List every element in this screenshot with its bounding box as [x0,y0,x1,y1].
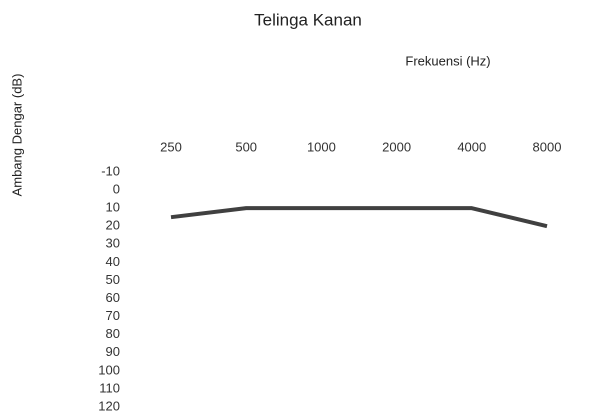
x-tick-label: 1000 [307,139,336,154]
y-tick-label: 10 [106,200,120,215]
y-tick-label: 110 [99,380,120,395]
y-tick-label: 80 [106,326,120,341]
chart-title: Telinga Kanan [254,10,362,29]
y-tick-label: 90 [106,344,120,359]
y-tick-label: 40 [106,254,120,269]
y-tick-label: 70 [106,308,120,323]
y-tick-label: -10 [101,163,120,178]
x-axis-title: Frekuensi (Hz) [405,53,490,68]
x-tick-label: 8000 [533,139,562,154]
series-line [170,206,548,229]
x-tick-label: 500 [235,139,257,154]
y-axis-title: Ambang Dengar (dB) [9,74,24,197]
y-tick-label: 0 [113,182,120,197]
x-tick-label: 4000 [457,139,486,154]
y-tick-label: 50 [106,272,120,287]
x-tick-label: 250 [160,139,182,154]
y-tick-label: 100 [98,362,120,377]
y-tick-label: 20 [106,218,120,233]
x-tick-label: 2000 [382,139,411,154]
y-tick-label: 120 [98,398,120,413]
y-tick-label: 30 [106,236,120,251]
y-tick-label: 60 [106,290,120,305]
